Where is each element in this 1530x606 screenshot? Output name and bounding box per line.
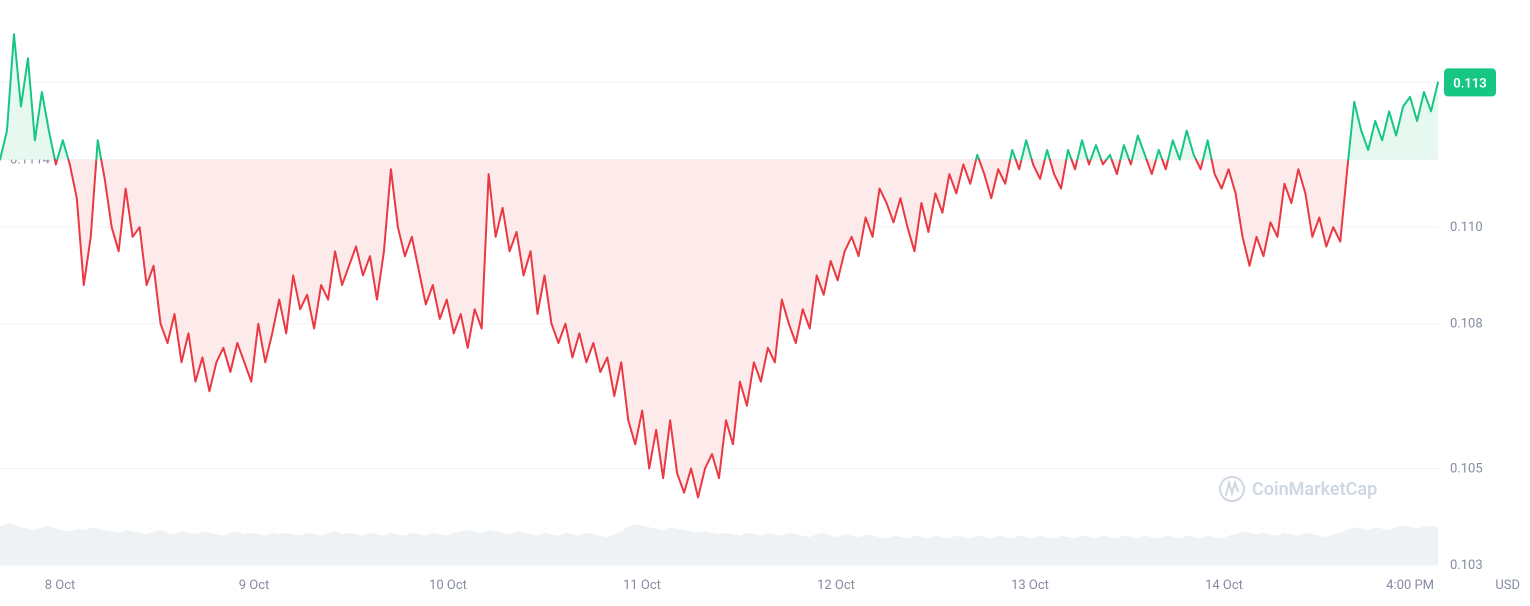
current-price-badge: 0.113 [1444, 68, 1496, 96]
svg-text:0.113: 0.113 [1453, 76, 1486, 91]
x-tick-label: 13 Oct [1011, 578, 1049, 593]
y-tick-label: 0.108 [1450, 317, 1483, 332]
price-chart[interactable]: 0.1100.1080.1050.1030.11148 Oct9 Oct10 O… [0, 0, 1530, 606]
chart-svg: 0.1100.1080.1050.1030.11148 Oct9 Oct10 O… [0, 0, 1530, 606]
x-tick-label: 11 Oct [623, 578, 661, 593]
x-tick-label: 4:00 PM [1386, 578, 1434, 593]
x-tick-label: 14 Oct [1205, 578, 1243, 593]
x-tick-label: 8 Oct [45, 578, 76, 593]
x-tick-label: 10 Oct [429, 578, 467, 593]
x-tick-label: 12 Oct [817, 578, 855, 593]
coinmarketcap-watermark: CoinMarketCap [1220, 477, 1377, 501]
y-tick-label: 0.110 [1450, 220, 1483, 235]
y-tick-label: 0.103 [1450, 558, 1483, 573]
svg-text:CoinMarketCap: CoinMarketCap [1252, 479, 1377, 500]
volume-area [0, 523, 1438, 565]
currency-label: USD [1495, 578, 1520, 593]
x-tick-label: 9 Oct [239, 578, 270, 593]
y-tick-label: 0.105 [1450, 461, 1483, 476]
